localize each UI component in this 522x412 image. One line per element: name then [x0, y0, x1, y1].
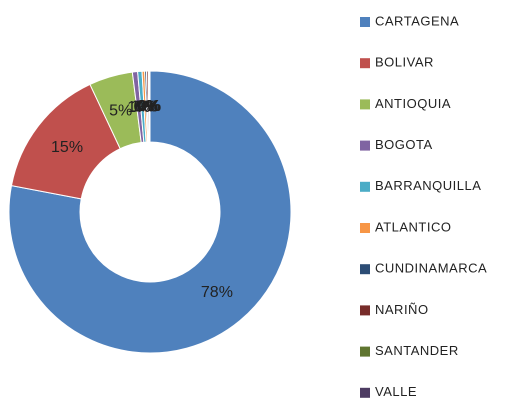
- legend-label: VALLE: [375, 384, 417, 399]
- legend-swatch: [360, 346, 370, 357]
- data-label: 0%: [136, 98, 159, 115]
- legend-swatch: [360, 58, 370, 69]
- data-label: 1%: [131, 98, 154, 115]
- data-label: 0%: [138, 98, 161, 115]
- data-label: 1%: [127, 99, 150, 116]
- legend-label: BARRANQUILLA: [375, 178, 481, 193]
- legend-label: ANTIOQUIA: [375, 96, 451, 111]
- donut-slice: [8, 70, 292, 354]
- data-label: 78%: [201, 284, 233, 301]
- legend-label: CUNDINAMARCA: [375, 261, 487, 276]
- legend-label: CARTAGENA: [375, 13, 459, 28]
- legend-label: BOLIVAR: [375, 55, 434, 70]
- data-label: 0%: [133, 98, 156, 115]
- legend-label: SANTANDER: [375, 343, 459, 358]
- legend-swatch: [360, 17, 370, 27]
- data-label: 0%: [135, 98, 158, 115]
- legend-swatch: [360, 264, 370, 275]
- legend-swatch: [360, 223, 370, 233]
- legend-label: ATLANTICO: [375, 219, 452, 234]
- legend-label: NARIÑO: [375, 302, 429, 317]
- data-label: 0%: [137, 98, 160, 115]
- legend-swatch: [360, 181, 370, 192]
- legend-swatch: [360, 387, 370, 398]
- legend-swatch: [360, 305, 370, 316]
- data-label: 5%: [109, 102, 132, 119]
- donut-slice: [148, 70, 151, 143]
- legend-label: BOGOTA: [375, 137, 433, 152]
- data-label: 15%: [51, 139, 83, 156]
- legend-swatch: [360, 99, 370, 110]
- legend-swatch: [360, 140, 370, 151]
